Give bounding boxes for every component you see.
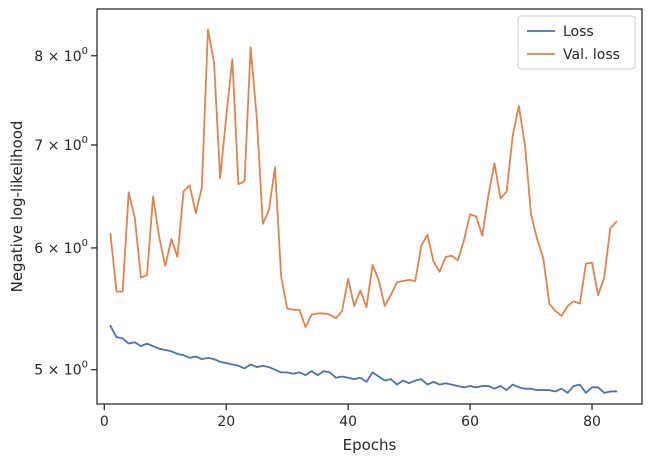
y-tick-label: 5 × 100	[34, 360, 88, 379]
x-tick-label: 80	[583, 414, 601, 430]
y-tick-exponent: 0	[82, 135, 88, 146]
y-tick-exponent: 0	[82, 46, 88, 57]
y-axis-label: Negative log-likelihood	[8, 121, 26, 293]
series-layer	[109, 28, 618, 394]
x-tick-label: 40	[339, 414, 357, 430]
plot-area	[97, 9, 642, 404]
y-tick-label: 8 × 100	[34, 46, 88, 65]
legend-label-val-loss: Val. loss	[563, 47, 620, 63]
x-tick-label: 60	[461, 414, 479, 430]
legend: Loss Val. loss	[517, 15, 636, 70]
x-tick-layer: 0 20 40 60 80	[100, 404, 601, 430]
plot-frame	[96, 8, 643, 405]
legend-box	[517, 15, 636, 70]
y-tick-label: 7 × 100	[34, 135, 88, 154]
y-tick-exponent: 0	[82, 238, 88, 249]
y-tick-label: 6 × 100	[34, 238, 88, 257]
x-tick-label: 0	[100, 414, 109, 430]
series-line-0	[109, 324, 618, 394]
y-tick-layer: 5 × 100 6 × 100 7 × 100 8 × 100	[34, 46, 97, 379]
x-axis-label: Epochs	[343, 436, 397, 454]
legend-label-loss: Loss	[563, 24, 594, 40]
series-line-1	[109, 28, 618, 328]
x-tick-label: 20	[217, 414, 235, 430]
y-tick-exponent: 0	[82, 360, 88, 371]
